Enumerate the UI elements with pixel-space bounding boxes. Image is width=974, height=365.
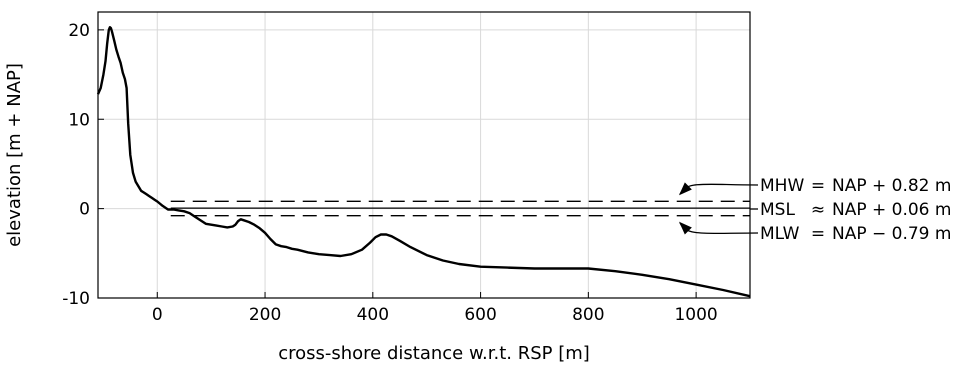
y-tick-label: -10 <box>62 289 90 309</box>
x-tick-label: 0 <box>152 305 163 325</box>
y-tick-label: 20 <box>68 21 90 41</box>
level-value: NAP − 0.79 m <box>832 224 951 244</box>
level-name: MHW <box>760 176 804 196</box>
x-tick-labels: 0 200 400 600 800 1000 <box>152 305 718 325</box>
y-tick-label: 10 <box>68 110 90 130</box>
y-axis-label: elevation [m + NAP] <box>4 63 25 247</box>
x-tick-label: 400 <box>357 305 389 325</box>
level-operator: = <box>811 176 825 196</box>
y-tick-labels: -10 0 10 20 <box>62 21 90 309</box>
x-tick-label: 800 <box>572 305 604 325</box>
x-axis-label: cross-shore distance w.r.t. RSP [m] <box>278 343 590 364</box>
plot-frame <box>97 11 751 299</box>
x-tick-label: 1000 <box>674 305 717 325</box>
x-tick-label: 200 <box>249 305 281 325</box>
x-tick-label: 600 <box>464 305 496 325</box>
profile-line <box>96 26 751 298</box>
annotation-msl: MSL ≈ NAP + 0.06 m <box>750 200 951 220</box>
annotation-mlw: MLW = NAP − 0.79 m <box>678 221 951 244</box>
arrow-head <box>678 182 692 196</box>
y-tick-label: 0 <box>79 200 90 220</box>
level-name: MSL <box>760 200 795 220</box>
level-operator: ≈ <box>811 200 825 220</box>
annotation-arrow <box>679 222 759 235</box>
level-operator: = <box>811 224 825 244</box>
level-name: MLW <box>760 224 800 244</box>
annotation-arrow <box>679 183 759 195</box>
arrow-head <box>678 221 692 235</box>
level-annotations: MHW = NAP + 0.82 m MSL ≈ NAP + 0.06 m MLW = NAP … <box>678 176 951 244</box>
level-value: NAP + 0.82 m <box>832 176 951 196</box>
annotation-mhw: MHW = NAP + 0.82 m <box>678 176 951 196</box>
water-levels <box>170 200 750 217</box>
level-value: NAP + 0.06 m <box>832 200 951 220</box>
